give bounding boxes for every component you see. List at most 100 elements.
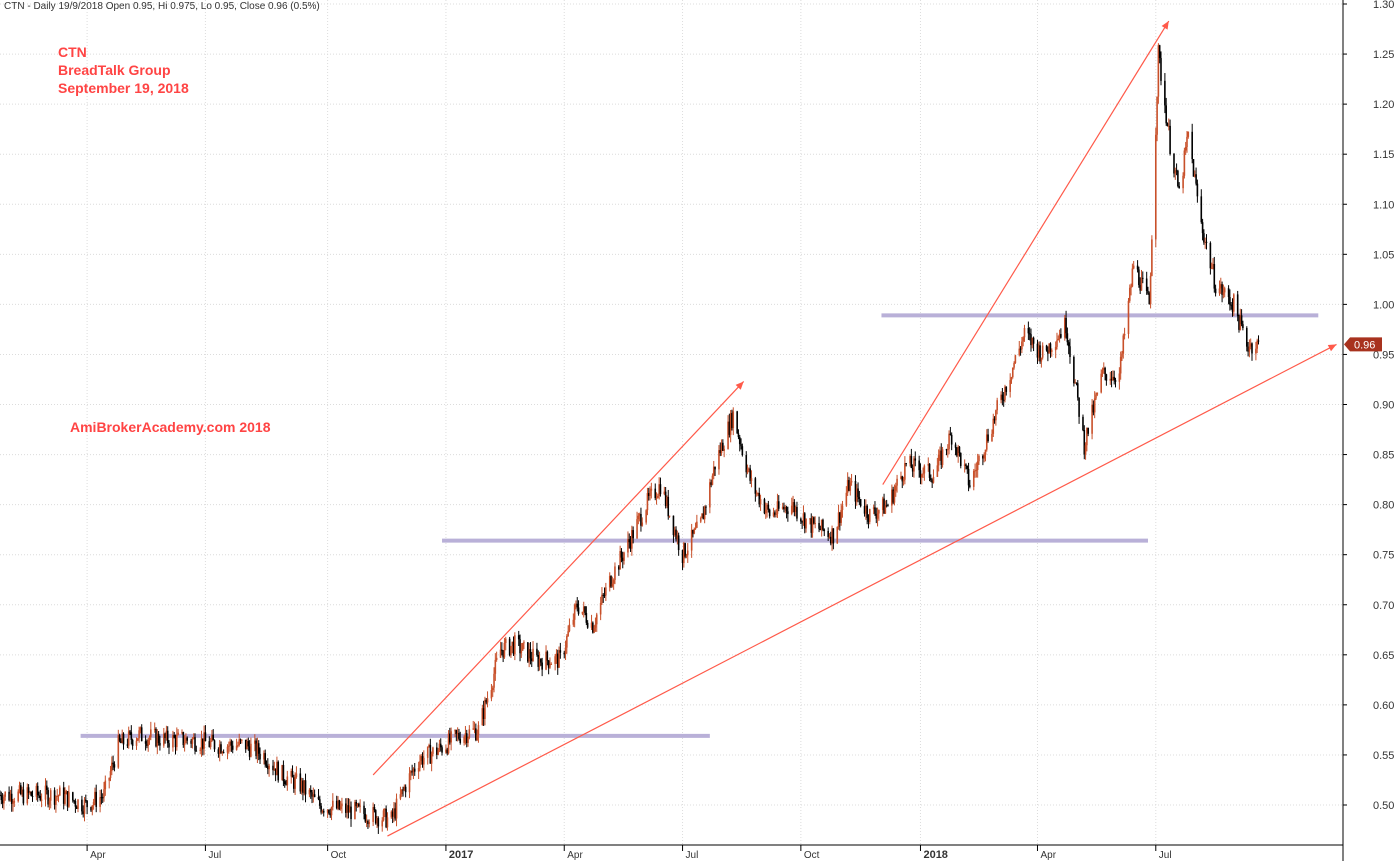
candle-body	[1183, 150, 1186, 176]
candle-body	[304, 780, 307, 795]
candle-body	[100, 797, 103, 799]
candle-body	[741, 446, 744, 456]
candle-body	[511, 641, 514, 646]
candle-body	[692, 529, 694, 534]
candle-body	[419, 761, 421, 768]
y-tick-label: 0.50	[1373, 800, 1394, 812]
candle-body	[148, 737, 151, 740]
candle-body	[763, 499, 766, 514]
candle-body	[876, 513, 879, 519]
candle-body	[1018, 348, 1021, 356]
candle-body	[575, 603, 577, 606]
candle-body	[1114, 380, 1117, 382]
candle-body	[612, 580, 615, 584]
candle-body	[493, 673, 495, 688]
candle-body	[391, 811, 394, 817]
candle-body	[1121, 353, 1123, 357]
candle-body	[226, 746, 229, 753]
candle-body	[664, 491, 667, 506]
candle-body	[90, 807, 92, 811]
candle-body	[108, 777, 111, 781]
trend-arrow-head	[735, 381, 744, 390]
candle-body	[1182, 175, 1184, 189]
candle-body	[1227, 288, 1230, 298]
candle-body	[332, 800, 334, 808]
candle-body	[385, 808, 387, 828]
candle-body	[159, 743, 161, 746]
candle-body	[200, 738, 203, 750]
candle-body	[122, 733, 125, 745]
candle-body	[937, 454, 940, 466]
candle-body	[485, 699, 488, 703]
candle-body	[987, 434, 989, 442]
candle-body	[640, 514, 642, 526]
candle-body	[554, 656, 556, 664]
candle-body	[666, 496, 668, 506]
candle-body	[73, 800, 75, 802]
candle-body	[823, 529, 826, 531]
candle-body	[35, 785, 38, 797]
candle-body	[866, 505, 868, 518]
candle-body	[445, 749, 447, 753]
candle-body	[265, 764, 268, 766]
y-tick-label: 0.85	[1373, 450, 1394, 462]
candle-body	[936, 465, 939, 477]
candle-body	[1004, 386, 1006, 400]
candle-body	[983, 454, 985, 459]
candle-body	[748, 468, 750, 470]
candle-body	[199, 749, 202, 751]
candle-body	[1013, 363, 1015, 368]
trend-arrow-head	[1327, 344, 1337, 352]
candle-body	[920, 474, 923, 478]
candle-body	[1023, 328, 1026, 338]
candle-body	[356, 803, 359, 807]
candle-body	[1177, 170, 1179, 187]
candle-body	[781, 506, 784, 509]
candle-body	[966, 465, 969, 469]
candle-body	[0, 795, 3, 801]
candle-body	[850, 480, 853, 483]
candle-body	[1218, 288, 1221, 294]
candle-body	[832, 528, 835, 544]
candle-body	[213, 740, 216, 750]
candle-body	[1082, 416, 1084, 431]
candle-body	[56, 795, 59, 797]
trend-arrows	[372, 20, 1337, 837]
candle-body	[1028, 333, 1031, 335]
candle-body	[347, 805, 350, 813]
candle-body	[1251, 343, 1253, 354]
candle-body	[3, 796, 5, 804]
candle-body	[976, 461, 979, 470]
candle-body	[1209, 242, 1212, 269]
candle-body	[499, 649, 502, 658]
candle-body	[1045, 345, 1048, 351]
candle-body	[120, 740, 122, 744]
candle-body	[467, 737, 469, 743]
candle-body	[281, 764, 283, 781]
candle-body	[399, 794, 402, 799]
x-tick-label: Apr	[90, 850, 106, 861]
candle-body	[514, 635, 516, 655]
candle-body	[430, 753, 433, 764]
candle-body	[1231, 305, 1234, 312]
candle-body	[855, 488, 858, 502]
candle-body	[777, 501, 780, 509]
candle-body	[637, 515, 640, 520]
candle-body	[564, 647, 567, 655]
candle-body	[796, 506, 798, 519]
candle-body	[135, 740, 138, 746]
candle-body	[1009, 380, 1011, 392]
candle-body	[83, 799, 86, 814]
candle-body	[610, 576, 612, 587]
candle-body	[930, 477, 932, 481]
candle-body	[581, 611, 584, 614]
candle-body	[221, 752, 224, 754]
candle-body	[922, 473, 924, 475]
candle-body	[1187, 131, 1190, 137]
candle-body	[529, 649, 532, 659]
candle-body	[268, 765, 270, 770]
candle-body	[168, 743, 170, 748]
candle-body	[768, 509, 771, 517]
candle-body	[550, 663, 553, 665]
candle-body	[329, 813, 332, 816]
